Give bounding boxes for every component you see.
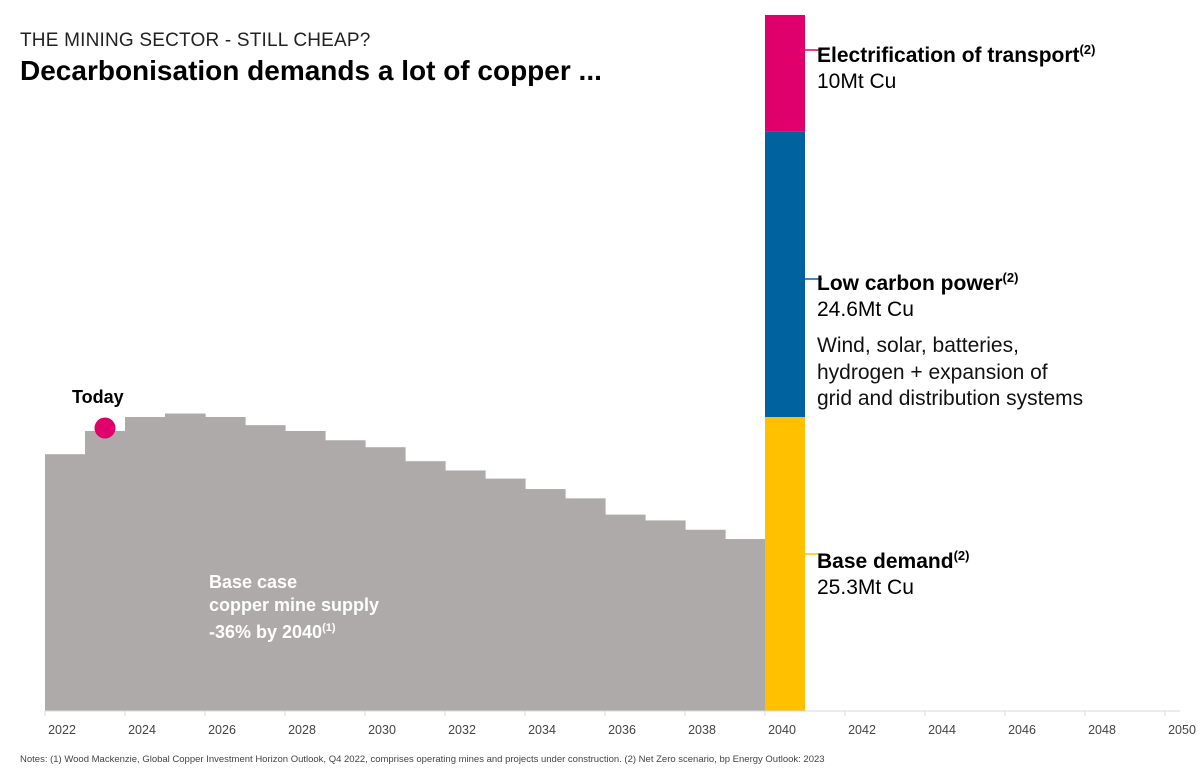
transport-note: (2) bbox=[1079, 42, 1096, 57]
transport-value: 10Mt Cu bbox=[817, 70, 897, 93]
x-tick-label-2022: 2022 bbox=[48, 723, 76, 737]
x-tick-label-2046: 2046 bbox=[1008, 723, 1036, 737]
x-tick-label-2030: 2030 bbox=[368, 723, 396, 737]
supply-bar-2028 bbox=[285, 430, 326, 711]
x-tick-label-2038: 2038 bbox=[688, 723, 716, 737]
x-tick-label-2028: 2028 bbox=[288, 723, 316, 737]
label-low-carbon: Low carbon power(2) 24.6Mt Cu bbox=[817, 265, 1018, 323]
supply-bar-2024 bbox=[125, 417, 166, 711]
label-transport: Electrification of transport(2) 10Mt Cu bbox=[817, 37, 1095, 95]
annotation-line3: -36% by 2040 bbox=[209, 622, 323, 642]
x-tick-label-2048: 2048 bbox=[1088, 723, 1116, 737]
base-name: Base demand bbox=[817, 550, 954, 573]
annotation-note: (1) bbox=[322, 622, 336, 634]
supply-bar-2029 bbox=[325, 440, 366, 711]
supply-bar-2030 bbox=[365, 447, 406, 711]
supply-bar-2022 bbox=[45, 454, 86, 711]
x-tick-label-2040: 2040 bbox=[768, 723, 796, 737]
supply-bar-2026 bbox=[205, 417, 246, 711]
page-title: Decarbonisation demands a lot of copper … bbox=[20, 55, 602, 86]
supply-bar-2033 bbox=[485, 478, 526, 711]
supply-bar-2032 bbox=[445, 470, 486, 711]
today-marker bbox=[94, 417, 116, 439]
supply-annotation: Base case copper mine supply -36% by 204… bbox=[209, 571, 379, 644]
transport-name: Electrification of transport bbox=[817, 44, 1080, 67]
demand-segment-1 bbox=[765, 131, 805, 418]
supply-bar-2025 bbox=[165, 413, 206, 711]
supply-bar-2031 bbox=[405, 461, 446, 711]
supply-bar-2036 bbox=[605, 514, 646, 711]
base-note: (2) bbox=[953, 548, 970, 563]
supply-bar-2035 bbox=[565, 498, 606, 711]
x-tick-label-2050: 2050 bbox=[1168, 723, 1196, 737]
low-carbon-name: Low carbon power bbox=[817, 272, 1003, 295]
x-tick-label-2026: 2026 bbox=[208, 723, 236, 737]
x-tick-label-2024: 2024 bbox=[128, 723, 156, 737]
annotation-line2: copper mine supply bbox=[209, 595, 380, 615]
base-value: 25.3Mt Cu bbox=[817, 576, 914, 599]
demand-segment-2 bbox=[765, 14, 805, 132]
demand-segment-0 bbox=[765, 417, 805, 711]
supply-bar-2039 bbox=[725, 539, 766, 711]
low-carbon-note: (2) bbox=[1002, 270, 1019, 285]
low-carbon-description: Wind, solar, batteries, hydrogen + expan… bbox=[817, 334, 1084, 410]
label-base: Base demand(2) 25.3Mt Cu bbox=[817, 543, 969, 601]
annotation-line1: Base case bbox=[209, 572, 298, 592]
section-subtitle: THE MINING SECTOR - STILL CHEAP? bbox=[20, 30, 371, 51]
supply-bar-2027 bbox=[245, 425, 286, 711]
x-tick-label-2042: 2042 bbox=[848, 723, 876, 737]
x-tick-label-2044: 2044 bbox=[928, 723, 956, 737]
supply-bar-2023 bbox=[85, 430, 126, 711]
today-label: Today bbox=[72, 387, 124, 407]
footnotes: Notes: (1) Wood Mackenzie, Global Copper… bbox=[20, 754, 825, 765]
supply-bar-2034 bbox=[525, 489, 566, 711]
x-tick-label-2034: 2034 bbox=[528, 723, 556, 737]
low-carbon-value: 24.6Mt Cu bbox=[817, 298, 914, 321]
supply-bar-2038 bbox=[685, 529, 726, 711]
supply-bar-2037 bbox=[645, 520, 686, 711]
x-tick-label-2032: 2032 bbox=[448, 723, 476, 737]
x-tick-label-2036: 2036 bbox=[608, 723, 636, 737]
